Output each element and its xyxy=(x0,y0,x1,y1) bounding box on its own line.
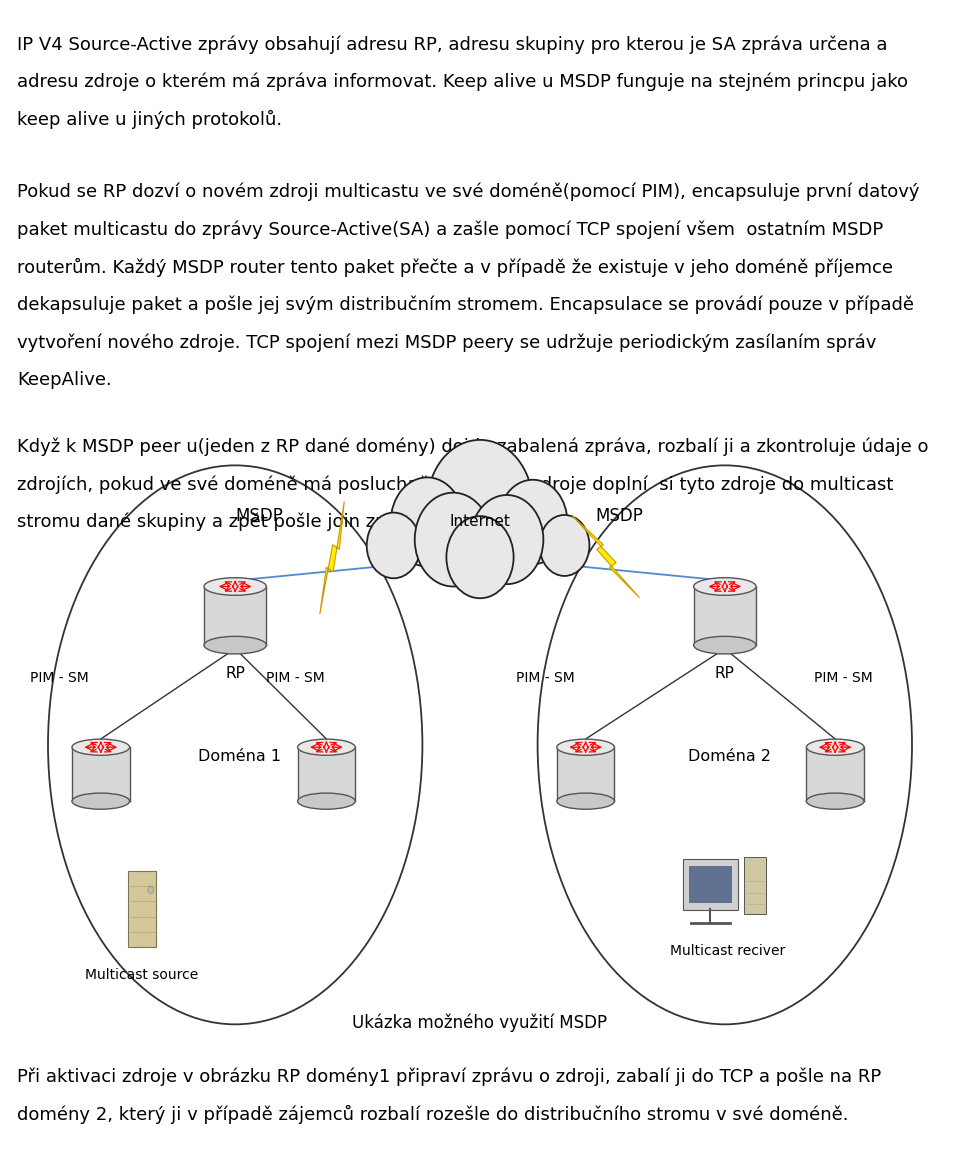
Ellipse shape xyxy=(204,637,266,655)
Text: Multicast source: Multicast source xyxy=(85,968,199,982)
Bar xyxy=(693,586,756,645)
Text: keep alive u jiných protokolů.: keep alive u jiných protokolů. xyxy=(17,110,282,129)
Ellipse shape xyxy=(806,793,864,809)
Polygon shape xyxy=(572,515,639,598)
Ellipse shape xyxy=(557,739,614,755)
Text: stromu dané skupiny a zpět pošle join zprávu k zdroji.: stromu dané skupiny a zpět pošle join zp… xyxy=(17,513,504,531)
Text: Ukázka možného využití MSDP: Ukázka možného využití MSDP xyxy=(352,1013,608,1032)
Circle shape xyxy=(498,480,567,564)
Ellipse shape xyxy=(298,739,355,755)
Text: RP: RP xyxy=(715,666,734,682)
Text: routerům. Každý MSDP router tento paket přečte a v případě že existuje v jeho do: routerům. Každý MSDP router tento paket … xyxy=(17,258,893,277)
Text: zdrojích, pokud ve své doméně má posluchače pro dané zdroje doplní  si tyto zdro: zdrojích, pokud ve své doméně má posluch… xyxy=(17,475,894,494)
Circle shape xyxy=(367,513,420,578)
Text: RP: RP xyxy=(226,666,245,682)
Circle shape xyxy=(148,887,154,894)
Ellipse shape xyxy=(204,577,266,596)
Ellipse shape xyxy=(693,637,756,655)
Text: Doména 2: Doména 2 xyxy=(688,750,771,764)
Ellipse shape xyxy=(557,793,614,809)
Circle shape xyxy=(446,516,514,598)
Text: PIM - SM: PIM - SM xyxy=(266,671,325,685)
Circle shape xyxy=(415,493,492,586)
Text: PIM - SM: PIM - SM xyxy=(516,671,575,685)
Text: adresu zdroje o kterém má zpráva informovat. Keep alive u MSDP funguje na stejné: adresu zdroje o kterém má zpráva informo… xyxy=(17,73,908,91)
Text: Multicast reciver: Multicast reciver xyxy=(670,944,785,958)
Text: paket multicastu do zprávy Source-Active(SA) a zašle pomocí TCP spojení všem  os: paket multicastu do zprávy Source-Active… xyxy=(17,221,883,239)
Circle shape xyxy=(540,515,589,576)
Bar xyxy=(298,747,355,801)
Bar xyxy=(557,747,614,801)
Circle shape xyxy=(391,477,464,567)
Text: MSDP: MSDP xyxy=(235,507,283,526)
Bar xyxy=(204,586,266,645)
Bar xyxy=(72,747,130,801)
Ellipse shape xyxy=(693,577,756,596)
Ellipse shape xyxy=(806,739,864,755)
Text: PIM - SM: PIM - SM xyxy=(30,671,89,685)
Polygon shape xyxy=(320,501,345,615)
Bar xyxy=(806,747,864,801)
Text: KeepAlive.: KeepAlive. xyxy=(17,371,112,388)
Circle shape xyxy=(470,495,543,584)
Text: PIM - SM: PIM - SM xyxy=(813,671,873,685)
Bar xyxy=(128,870,156,948)
Text: MSDP: MSDP xyxy=(595,507,643,526)
Text: domény 2, který ji v případě zájemců rozbalí rozešle do distribučního stromu v s: domény 2, který ji v případě zájemců roz… xyxy=(17,1105,849,1124)
Ellipse shape xyxy=(298,793,355,809)
Ellipse shape xyxy=(72,739,130,755)
Text: Doména 1: Doména 1 xyxy=(199,750,281,764)
Bar xyxy=(689,866,732,903)
Text: Když k MSDP peer u(jeden z RP dané domény) dojde zabalená zpráva, rozbalí ji a z: Když k MSDP peer u(jeden z RP dané domén… xyxy=(17,438,928,456)
Text: Pokud se RP dozví o novém zdroji multicastu ve své doméně(pomocí PIM), encapsulu: Pokud se RP dozví o novém zdroji multica… xyxy=(17,183,920,202)
Text: Internet: Internet xyxy=(449,515,511,529)
FancyBboxPatch shape xyxy=(683,859,738,910)
Text: IP V4 Source-Active zprávy obsahují adresu RP, adresu skupiny pro kterou je SA z: IP V4 Source-Active zprávy obsahují adre… xyxy=(17,35,888,54)
Bar xyxy=(745,857,766,914)
Text: dekapsuluje paket a pošle jej svým distribučním stromem. Encapsulace se provádí : dekapsuluje paket a pošle jej svým distr… xyxy=(17,296,914,314)
Circle shape xyxy=(427,440,533,569)
Text: Při aktivaci zdroje v obrázku RP domény1 připraví zprávu o zdroji, zabalí ji do : Při aktivaci zdroje v obrázku RP domény1… xyxy=(17,1067,881,1086)
Text: vytvoření nového zdroje. TCP spojení mezi MSDP peery se udržuje periodickým zasí: vytvoření nového zdroje. TCP spojení mez… xyxy=(17,333,876,352)
Ellipse shape xyxy=(72,793,130,809)
